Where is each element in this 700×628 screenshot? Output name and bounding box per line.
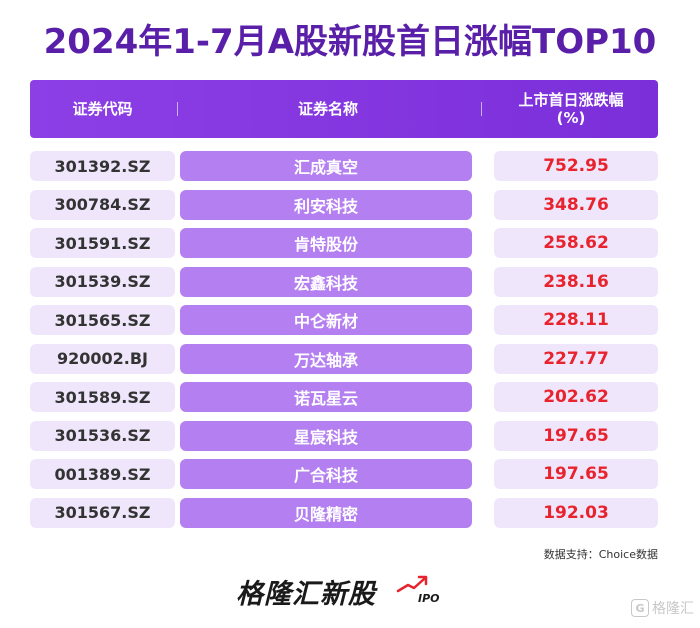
cell-name: 中仑新材 <box>180 305 472 335</box>
header-pct-line2: (%) <box>556 109 586 127</box>
cell-code: 301567.SZ <box>30 497 175 528</box>
trend-arrow-icon <box>396 575 428 593</box>
watermark-logo-icon: G <box>631 599 649 617</box>
table-row: 301536.SZ 星宸科技 197.65 <box>0 420 700 451</box>
brand-ipo-tag: IPO <box>418 592 440 605</box>
brand-logo-text: 格隆汇新股 <box>236 579 376 610</box>
header-pct: 上市首日涨跌幅 (%) <box>484 80 658 138</box>
cell-code: 301392.SZ <box>30 151 175 181</box>
header-name: 证券名称 <box>297 100 358 118</box>
cell-pct: 197.65 <box>494 459 658 489</box>
cell-name: 贝隆精密 <box>180 497 472 528</box>
cell-pct: 202.62 <box>494 382 658 412</box>
data-source-note: 数据支持：Choice数据 <box>543 548 658 561</box>
cell-code: 001389.SZ <box>30 459 175 489</box>
cell-name: 诺瓦星云 <box>180 382 472 412</box>
cell-name: 汇成真空 <box>180 151 472 181</box>
header-divider <box>177 102 178 116</box>
watermark: G 格隆汇 <box>631 598 694 618</box>
cell-pct: 197.65 <box>494 420 658 451</box>
table-row: 301565.SZ 中仑新材 228.11 <box>0 305 700 335</box>
table-row: 301591.SZ 肯特股份 258.62 <box>0 228 700 258</box>
cell-pct: 258.62 <box>494 228 658 258</box>
cell-code: 920002.BJ <box>30 343 175 374</box>
table-row: 301539.SZ 宏鑫科技 238.16 <box>0 266 700 297</box>
cell-pct: 752.95 <box>494 151 658 181</box>
table-row: 300784.SZ 利安科技 348.76 <box>0 189 700 220</box>
cell-name: 星宸科技 <box>180 420 472 451</box>
cell-pct: 227.77 <box>494 343 658 374</box>
cell-name: 宏鑫科技 <box>180 266 472 297</box>
table-row: 920002.BJ 万达轴承 227.77 <box>0 343 700 374</box>
header-pct-line1: 上市首日涨跌幅 <box>518 91 624 109</box>
table-row: 301589.SZ 诺瓦星云 202.62 <box>0 382 700 412</box>
cell-name: 万达轴承 <box>180 343 472 374</box>
cell-code: 301565.SZ <box>30 305 175 335</box>
watermark-text: 格隆汇 <box>652 601 694 617</box>
cell-code: 301591.SZ <box>30 228 175 258</box>
table-row: 301567.SZ 贝隆精密 192.03 <box>0 497 700 528</box>
cell-code: 301539.SZ <box>30 266 175 297</box>
cell-code: 301589.SZ <box>30 382 175 412</box>
cell-pct: 348.76 <box>494 189 658 220</box>
table-row: 001389.SZ 广合科技 197.65 <box>0 459 700 489</box>
cell-code: 300784.SZ <box>30 189 175 220</box>
header-divider <box>481 102 482 116</box>
cell-pct: 192.03 <box>494 497 658 528</box>
cell-name: 利安科技 <box>180 189 472 220</box>
cell-pct: 238.16 <box>494 266 658 297</box>
page-title: 2024年1-7月A股新股首日涨幅TOP10 <box>43 22 657 62</box>
cell-code: 301536.SZ <box>30 420 175 451</box>
cell-pct: 228.11 <box>494 305 658 335</box>
table-row: 301392.SZ 汇成真空 752.95 <box>0 151 700 181</box>
table-header: 证券代码 证券名称 上市首日涨跌幅 (%) <box>30 80 658 138</box>
header-code: 证券代码 <box>72 100 133 118</box>
cell-name: 广合科技 <box>180 459 472 489</box>
cell-name: 肯特股份 <box>180 228 472 258</box>
